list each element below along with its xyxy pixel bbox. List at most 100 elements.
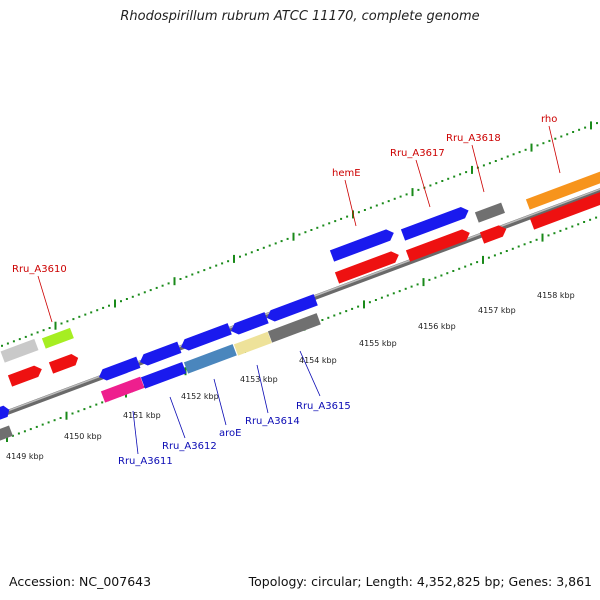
ruler-minor-tick: [535, 238, 538, 241]
ruler-minor-tick: [102, 306, 105, 309]
ruler-minor-tick: [203, 269, 206, 272]
ruler-minor-tick: [554, 137, 557, 140]
ruler-minor-tick: [59, 417, 62, 419]
ruler-minor-tick: [316, 226, 319, 229]
ruler-minor-tick: [548, 139, 551, 142]
ruler-minor-tick: [53, 419, 56, 422]
ruler-major-tick: [530, 143, 533, 152]
ruler-minor-tick: [227, 260, 230, 263]
gene-arrow[interactable]: [179, 323, 232, 352]
gene-arrow[interactable]: [48, 352, 80, 374]
kbp-label: 4156 kbp: [418, 322, 456, 331]
ruler-minor-tick: [161, 284, 164, 287]
ruler-minor-tick: [244, 253, 247, 256]
upper-strand-genes[interactable]: [0, 167, 600, 387]
ruler-major-tick: [363, 300, 365, 309]
gene-arrow[interactable]: [479, 223, 509, 244]
gene-arrow[interactable]: [265, 294, 318, 323]
gene-box[interactable]: [474, 202, 505, 223]
gene-box[interactable]: [267, 313, 321, 343]
ruler-minor-tick: [191, 273, 194, 276]
gene-arrow[interactable]: [0, 404, 11, 420]
ruler-minor-tick: [363, 209, 366, 211]
gene-box[interactable]: [140, 361, 187, 389]
ruler-minor-tick: [167, 282, 170, 285]
gene-arrow[interactable]: [329, 227, 396, 262]
ruler-minor-tick: [559, 229, 562, 232]
ruler-major-tick: [54, 321, 57, 330]
ruler-minor-tick: [209, 266, 212, 269]
ruler-minor-tick: [71, 412, 74, 415]
ruler-minor-tick: [584, 126, 587, 129]
ruler-minor-tick: [566, 133, 569, 136]
ruler-minor-tick: [452, 270, 455, 272]
gene-box[interactable]: [183, 344, 237, 374]
genome-title: Rhodospirillum rubrum ATCC 11170, comple…: [120, 9, 480, 24]
ruler-minor-tick: [487, 256, 490, 259]
ruler-minor-tick: [36, 331, 39, 334]
kbp-label: 4151 kbp: [123, 411, 161, 420]
gene-box[interactable]: [0, 425, 13, 441]
gene-arrow[interactable]: [229, 312, 269, 337]
ruler-minor-tick: [66, 320, 69, 323]
ruler-minor-tick: [47, 421, 50, 424]
ruler-minor-tick: [268, 244, 271, 247]
ruler-minor-tick: [465, 171, 468, 174]
ruler-minor-tick: [280, 240, 283, 243]
gene-box[interactable]: [41, 327, 74, 349]
gene-label: Rru_A3615: [296, 401, 351, 412]
ruler-minor-tick: [441, 180, 444, 182]
gene-box[interactable]: [529, 186, 600, 230]
gene-label: rho: [541, 114, 557, 125]
ruler-minor-tick: [18, 338, 21, 341]
ruler-minor-tick: [470, 263, 473, 266]
gene-arrow[interactable]: [334, 249, 401, 284]
ruler-major-tick: [411, 188, 414, 197]
ruler-minor-tick: [72, 318, 75, 321]
ruler-minor-tick: [410, 285, 413, 288]
gene-arrow[interactable]: [97, 356, 141, 383]
ruler-minor-tick: [143, 291, 146, 294]
ruler-minor-tick: [131, 295, 134, 298]
ruler-minor-tick: [96, 309, 99, 312]
ruler-minor-tick: [357, 211, 360, 214]
gene-box[interactable]: [0, 338, 39, 363]
ruler-minor-tick: [197, 271, 200, 274]
gene-box[interactable]: [233, 331, 272, 356]
kbp-label: 4149 kbp: [6, 452, 44, 461]
ruler-minor-tick: [185, 275, 188, 278]
ruler-major-tick: [65, 411, 68, 420]
ruler-minor-tick: [583, 221, 586, 223]
gene-arrow[interactable]: [405, 227, 472, 262]
kbp-label: 4152 kbp: [181, 392, 219, 401]
ruler-minor-tick: [137, 293, 140, 296]
top-gene-labels: Rru_A3610 hemE Rru_A3617 Rru_A3618 rho: [12, 114, 561, 323]
ruler-minor-tick: [577, 223, 580, 226]
ruler-minor-tick: [493, 254, 496, 257]
gene-box[interactable]: [525, 167, 600, 210]
ruler-minor-tick: [357, 305, 360, 308]
gene-box[interactable]: [100, 376, 145, 403]
ruler-minor-tick: [29, 428, 32, 431]
ruler-minor-tick: [274, 242, 277, 245]
gene-label: Rru_A3612: [162, 441, 217, 452]
ruler-minor-tick: [42, 329, 45, 332]
ruler-minor-tick: [340, 217, 343, 220]
ruler-minor-tick: [23, 430, 26, 433]
gene-arrow[interactable]: [400, 205, 471, 241]
gene-label: hemE: [332, 168, 361, 179]
lower-strand-genes[interactable]: [0, 294, 321, 441]
ruler-minor-tick: [256, 249, 259, 251]
ruler-minor-tick: [488, 162, 491, 165]
ruler-minor-tick: [78, 315, 81, 318]
gene-arrow[interactable]: [7, 363, 44, 387]
ruler-minor-tick: [404, 287, 407, 290]
ruler-minor-tick: [286, 237, 289, 240]
ruler-minor-tick: [368, 301, 371, 304]
ruler-minor-tick: [553, 232, 556, 235]
ruler-minor-tick: [482, 164, 485, 167]
ruler-minor-tick: [547, 234, 550, 237]
gene-arrow[interactable]: [138, 341, 182, 368]
ruler-minor-tick: [84, 313, 87, 316]
